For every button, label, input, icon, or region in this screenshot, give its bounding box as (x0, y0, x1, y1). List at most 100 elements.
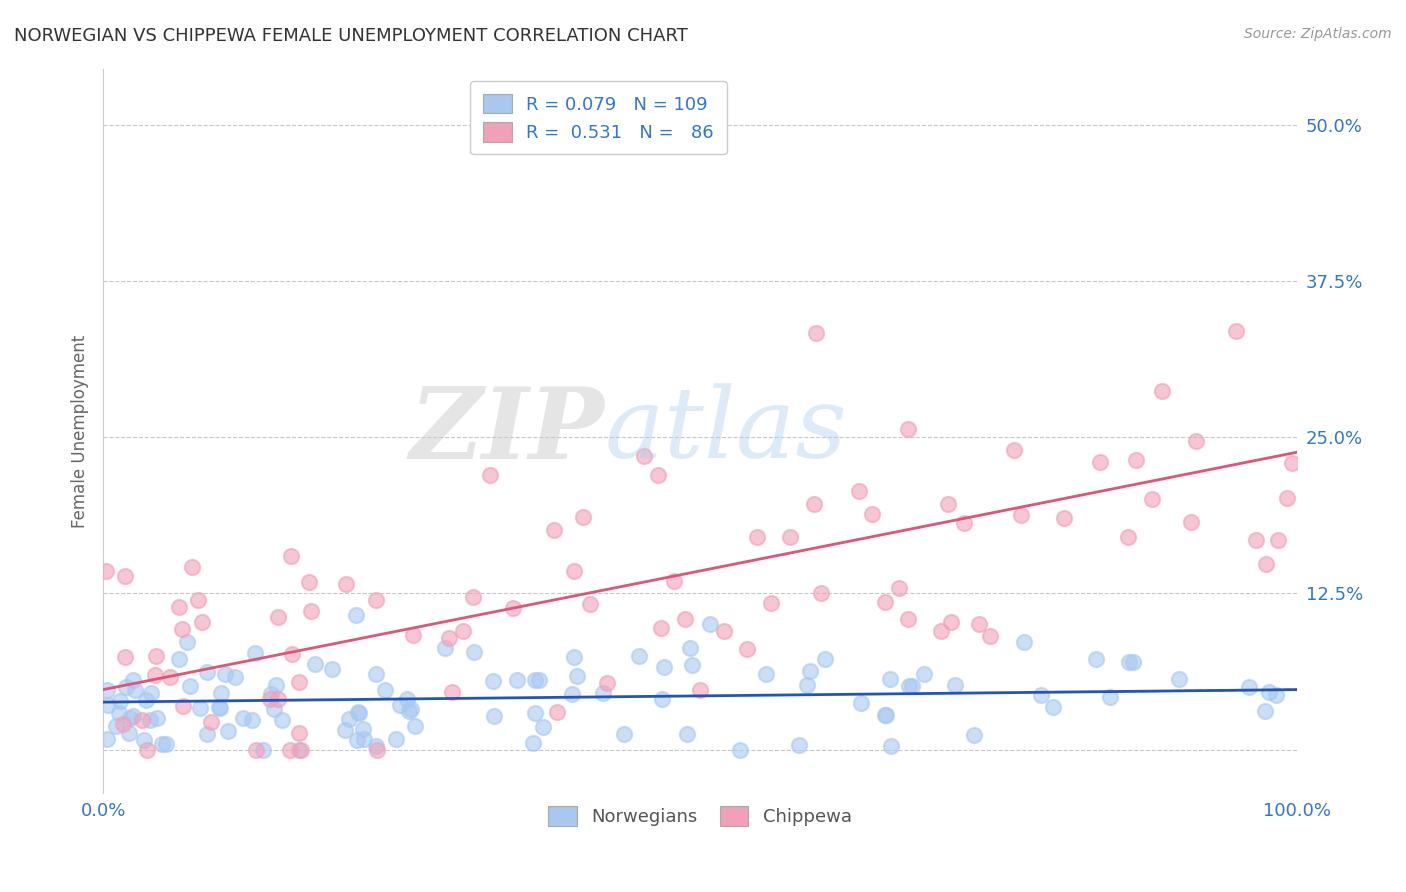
Y-axis label: Female Unemployment: Female Unemployment (72, 334, 89, 527)
Point (337, 712, 360, 726)
Point (366, 742, 388, 756)
Point (187, 593, 209, 607)
Point (1257, 685, 1279, 699)
Point (1118, 530, 1140, 544)
Point (879, 673, 901, 687)
Point (898, 679, 921, 693)
Point (110, 694, 132, 708)
Point (1099, 690, 1122, 705)
Point (627, 649, 650, 664)
Point (613, 727, 636, 741)
Point (875, 707, 897, 722)
Point (810, 585, 832, 599)
Point (299, 604, 322, 618)
Point (963, 729, 986, 743)
Point (433, 640, 456, 655)
Point (1004, 443, 1026, 458)
Point (209, 686, 232, 700)
Point (1152, 384, 1174, 399)
Point (266, 692, 288, 706)
Point (398, 704, 420, 718)
Point (347, 705, 370, 719)
Point (131, 713, 153, 727)
Point (352, 722, 374, 736)
Point (346, 733, 368, 747)
Point (347, 706, 370, 720)
Point (1010, 508, 1032, 522)
Point (404, 719, 426, 733)
Point (633, 449, 655, 463)
Point (200, 715, 222, 730)
Point (596, 676, 619, 690)
Point (524, 706, 547, 720)
Point (522, 736, 544, 750)
Point (208, 699, 231, 714)
Point (385, 731, 408, 746)
Point (952, 516, 974, 530)
Point (138, 713, 160, 727)
Point (647, 467, 669, 482)
Point (195, 727, 218, 741)
Point (1254, 704, 1277, 718)
Point (543, 523, 565, 537)
Point (463, 645, 485, 659)
Point (111, 717, 134, 731)
Point (713, 624, 735, 638)
Point (481, 673, 503, 688)
Point (170, 622, 193, 636)
Point (280, 648, 302, 662)
Point (506, 673, 529, 687)
Point (135, 693, 157, 707)
Point (1053, 511, 1076, 525)
Point (1088, 455, 1111, 469)
Point (482, 709, 505, 723)
Point (796, 678, 818, 692)
Point (567, 669, 589, 683)
Point (243, 646, 266, 660)
Point (335, 577, 357, 591)
Point (1256, 558, 1278, 572)
Point (1012, 635, 1035, 649)
Point (502, 600, 524, 615)
Point (115, 680, 138, 694)
Point (150, 737, 173, 751)
Text: Source: ZipAtlas.com: Source: ZipAtlas.com (1244, 27, 1392, 41)
Point (860, 507, 883, 521)
Point (146, 711, 169, 725)
Point (402, 627, 425, 641)
Point (461, 590, 484, 604)
Point (395, 691, 418, 706)
Point (179, 679, 201, 693)
Point (120, 711, 142, 725)
Point (108, 706, 131, 720)
Point (145, 667, 167, 681)
Point (1140, 491, 1163, 506)
Point (374, 682, 396, 697)
Point (1085, 652, 1108, 666)
Point (287, 675, 309, 690)
Point (321, 662, 343, 676)
Point (887, 582, 910, 596)
Point (176, 634, 198, 648)
Point (159, 670, 181, 684)
Point (755, 667, 778, 681)
Point (245, 742, 267, 756)
Point (388, 698, 411, 713)
Point (259, 692, 281, 706)
Point (799, 664, 821, 678)
Text: ZIP: ZIP (409, 383, 605, 479)
Point (676, 727, 699, 741)
Point (848, 484, 870, 499)
Point (441, 684, 464, 698)
Point (1125, 453, 1147, 467)
Point (562, 565, 585, 579)
Point (191, 615, 214, 629)
Point (806, 326, 828, 341)
Point (217, 724, 239, 739)
Point (562, 649, 585, 664)
Point (155, 737, 177, 751)
Point (172, 698, 194, 713)
Point (1029, 689, 1052, 703)
Point (263, 701, 285, 715)
Point (364, 739, 387, 754)
